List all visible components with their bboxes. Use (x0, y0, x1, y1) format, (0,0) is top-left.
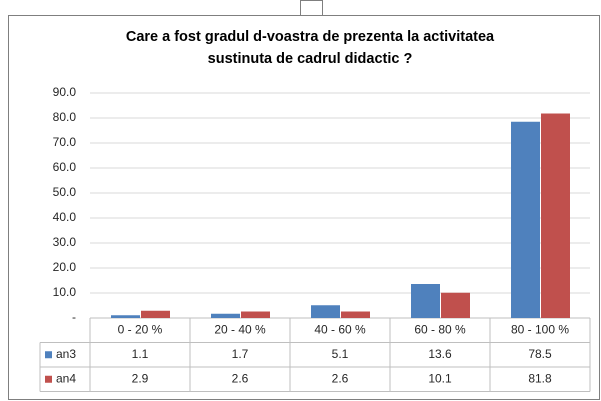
bar (511, 121, 540, 318)
bar (311, 305, 340, 318)
y-tick-label: 10.0 (53, 285, 77, 299)
bar (411, 284, 440, 318)
bar (111, 315, 140, 318)
y-tick-label: 50.0 (53, 185, 77, 199)
y-tick-label: 70.0 (53, 135, 77, 149)
y-tick-label: 30.0 (53, 235, 77, 249)
x-tick-label: 20 - 40 % (214, 322, 266, 336)
y-tick-label: 40.0 (53, 210, 77, 224)
table-value: 1.1 (132, 347, 149, 361)
x-tick-label: 80 - 100 % (511, 322, 569, 336)
legend-label: an3 (56, 347, 76, 361)
bar (211, 313, 240, 318)
table-value: 2.6 (332, 371, 349, 385)
bar (341, 311, 370, 318)
y-tick-label: 20.0 (53, 260, 77, 274)
chart-title: Care a fost gradul d-voastra de prezenta… (126, 29, 495, 45)
bar (541, 113, 570, 318)
chart-border (8, 15, 600, 400)
y-tick-label: 90.0 (53, 85, 77, 99)
table-value: 1.7 (232, 347, 249, 361)
y-tick-label: 80.0 (53, 110, 77, 124)
legend-label: an4 (56, 371, 76, 385)
x-tick-label: 0 - 20 % (118, 322, 163, 336)
bar (441, 292, 470, 318)
cell-artifact (300, 0, 323, 16)
legend-swatch (45, 375, 52, 383)
table-value: 78.5 (528, 347, 552, 361)
x-tick-label: 40 - 60 % (314, 322, 366, 336)
x-tick-label: 60 - 80 % (414, 322, 466, 336)
table-value: 2.6 (232, 371, 249, 385)
table-value: 13.6 (428, 347, 452, 361)
table-value: 5.1 (332, 347, 349, 361)
y-tick-label: 60.0 (53, 160, 77, 174)
legend-swatch (45, 351, 52, 359)
y-tick-label: - (72, 310, 76, 324)
chart-title: sustinuta de cadrul didactic ? (208, 51, 413, 67)
table-value: 10.1 (428, 371, 452, 385)
table-value: 2.9 (132, 371, 149, 385)
bar (141, 310, 170, 318)
bar (241, 311, 270, 318)
table-value: 81.8 (528, 371, 552, 385)
